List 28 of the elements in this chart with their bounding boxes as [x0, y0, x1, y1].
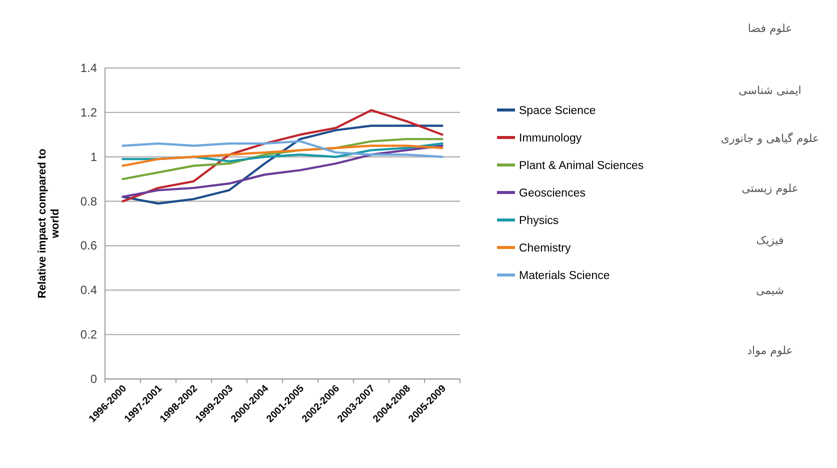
y-tick-label: 1: [90, 150, 98, 164]
y-tick-label: 0: [90, 372, 98, 386]
line-series: [122, 124, 444, 205]
text: علوم فضا: [748, 22, 792, 35]
text: علوم زیستی: [742, 182, 798, 195]
y-tick-label: 1.4: [80, 61, 98, 75]
y-tick-label: 0.2: [80, 328, 98, 342]
legend-label: Plant & Animal Sciences: [519, 160, 644, 172]
line-series: [122, 144, 444, 167]
line-series: [122, 109, 444, 202]
legend-label: Chemistry: [519, 242, 572, 254]
legend-label: Geosciences: [519, 188, 586, 200]
legend-label: Space Science: [519, 105, 596, 117]
y-tick-label: 1.2: [80, 105, 98, 120]
y-axis-title: Relative impact compared to world: [36, 148, 62, 298]
legend-label: Materials Science: [519, 270, 610, 282]
line-series: [122, 144, 444, 198]
line-series: [122, 140, 444, 158]
y-tick-label: 0.4: [80, 283, 98, 298]
y-tick-label: 0.8: [80, 194, 98, 208]
text: فیزیک: [756, 234, 784, 247]
text: ایمنی شناسی: [738, 84, 802, 97]
y-tick-label: 0.6: [80, 238, 98, 253]
legend-label: Physics: [519, 215, 559, 227]
text: علوم مواد: [747, 344, 793, 357]
legend-label: Immunology: [519, 132, 582, 144]
text: شیمی: [756, 284, 784, 297]
text: علوم گیاهی و جانوری: [720, 132, 820, 145]
